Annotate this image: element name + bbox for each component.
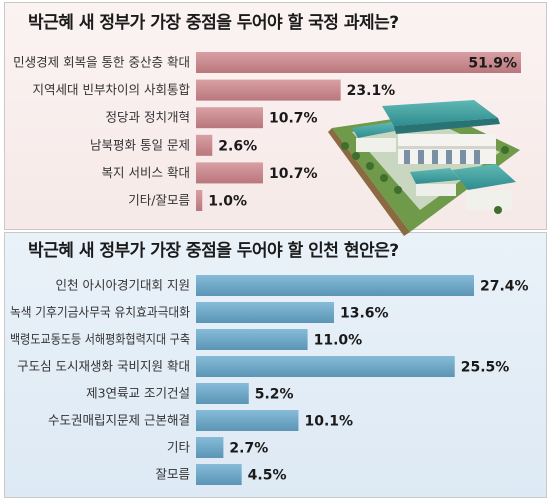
category-label: 기타 [167, 440, 191, 455]
category-label: 복지 서비스 확대 [102, 165, 190, 180]
value-label: 2.7% [229, 441, 268, 457]
bars-national: 민생경제 회복을 통한 중산층 확대 51.9% 지역세대 빈부차이의 사회통합 23… [13, 52, 521, 211]
value-label: 4.5% [248, 468, 287, 484]
value-label: 11.0% [314, 333, 363, 349]
category-label: 잘모름 [155, 467, 190, 482]
category-label: 녹색 기후기금사무국 유치효과극대화 [10, 305, 190, 320]
category-label: 정당과 정치개혁 [106, 110, 190, 125]
value-label: 10.7% [269, 111, 318, 127]
value-label: 13.6% [340, 306, 389, 322]
bar [196, 383, 249, 404]
bar [196, 107, 264, 129]
bar [196, 190, 203, 211]
bar [196, 437, 224, 458]
bar [196, 162, 264, 184]
value-label: 27.4% [480, 279, 529, 295]
category-label: 지역세대 빈부차이의 사회통합 [33, 82, 191, 97]
category-label: 제3연륙교 조기건설 [86, 386, 190, 401]
value-label: 10.1% [304, 414, 353, 430]
bar [196, 356, 455, 377]
value-label: 1.0% [208, 194, 247, 210]
bar [196, 464, 242, 485]
category-label: 남북평화 통일 문제 [90, 137, 190, 152]
category-label: 기타/잘모름 [128, 193, 190, 208]
bar [196, 329, 308, 350]
blue-house-illustration [328, 100, 520, 236]
category-label: 수도권매립지문제 근본해결 [48, 413, 190, 428]
value-label: 51.9% [468, 56, 517, 72]
bar [196, 52, 521, 73]
bar [196, 410, 299, 431]
category-label: 백령도교동도등 서해평화협력지대 구축 [10, 332, 190, 347]
value-label: 10.7% [269, 166, 318, 182]
category-label: 민생경제 회복을 통한 중산층 확대 [13, 55, 190, 70]
bars-incheon: 인천 아시아경기대회 지원 27.4% 녹색 기후기금사무국 유치효과극대화 13.6… [10, 275, 529, 485]
chart-title-incheon: 박근혜 새 정부가 가장 중점을 두어야 할 인천 현안은? [28, 241, 399, 261]
value-label: 2.6% [218, 138, 257, 154]
value-label: 5.2% [255, 387, 294, 403]
bar [196, 134, 213, 156]
bar [196, 79, 341, 101]
value-label: 23.1% [347, 83, 396, 99]
bar [196, 275, 474, 296]
value-label: 25.5% [461, 360, 510, 376]
chart-title-national: 박근혜 새 정부가 가장 중점을 두어야 할 국정 과제는? [28, 13, 399, 33]
category-label: 구도심 도시재생화 국비지원 확대 [17, 359, 190, 374]
bar [196, 302, 334, 323]
category-label: 인천 아시아경기대회 지원 [56, 278, 190, 293]
